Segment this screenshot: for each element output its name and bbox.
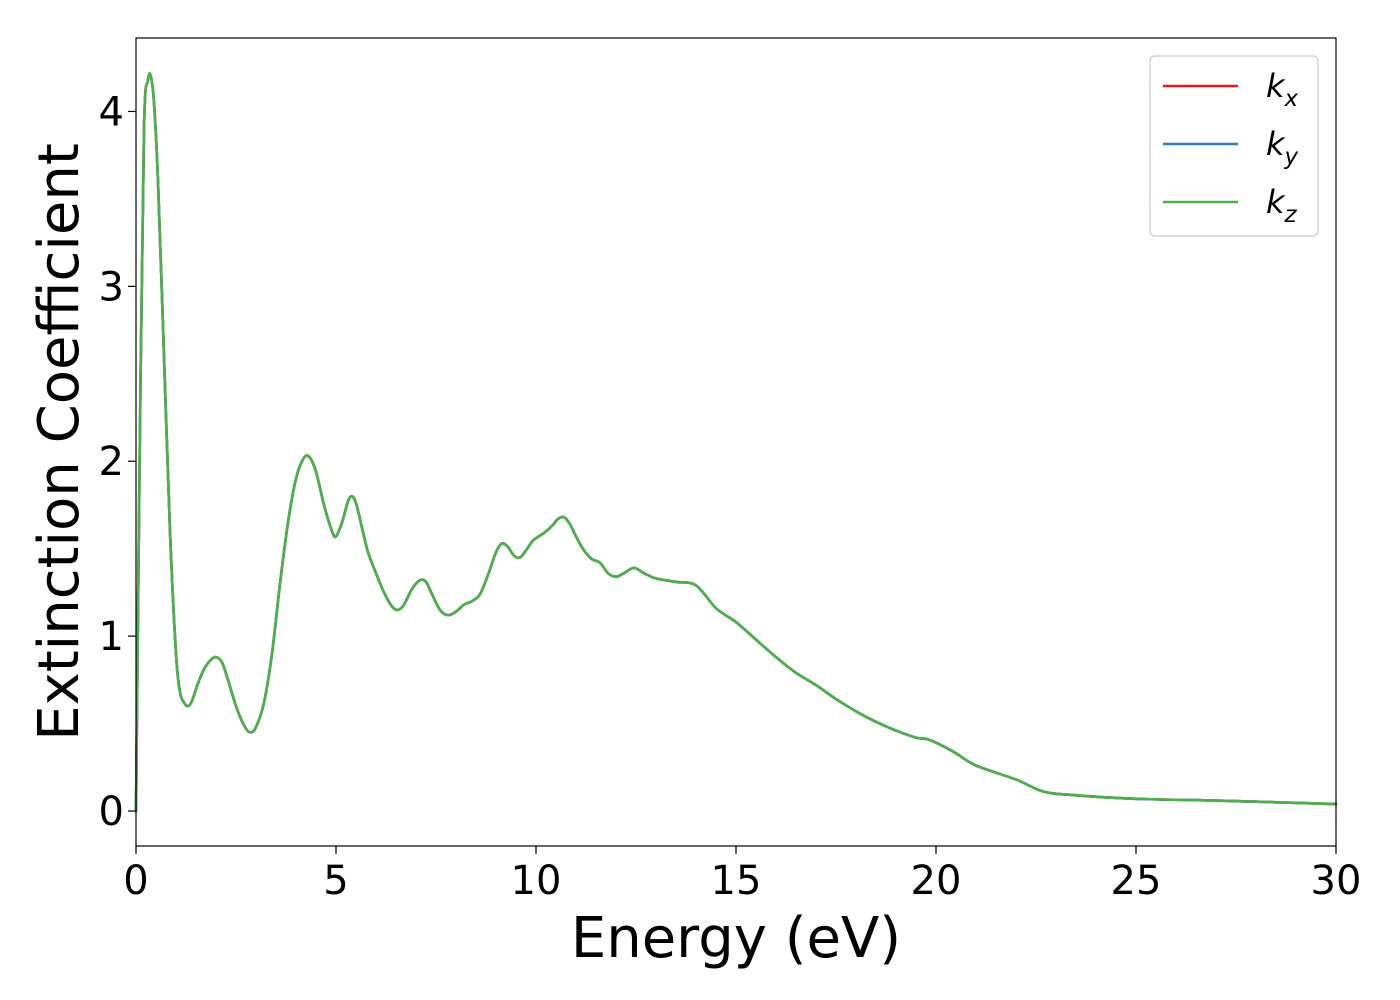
legend-label-x: kx bbox=[1266, 67, 1299, 112]
x-tick-label: 25 bbox=[1111, 858, 1162, 904]
x-tick-label: 15 bbox=[711, 858, 762, 904]
y-axis-label: Extinction Coefficient bbox=[27, 143, 92, 741]
y-tick-label: 2 bbox=[99, 439, 124, 485]
x-tick-label: 0 bbox=[123, 858, 148, 904]
x-axis: 0 5 10 15 20 25 30 bbox=[123, 846, 1361, 904]
legend-box bbox=[1149, 55, 1319, 237]
y-tick-label: 3 bbox=[99, 264, 124, 310]
x-tick-label: 10 bbox=[511, 858, 562, 904]
y-tick-label: 4 bbox=[99, 89, 124, 135]
x-tick-label: 30 bbox=[1311, 858, 1362, 904]
x-tick-label: 20 bbox=[911, 858, 962, 904]
y-axis: 0 1 2 3 4 bbox=[99, 89, 136, 835]
y-tick-label: 1 bbox=[99, 614, 124, 660]
series-line-z bbox=[134, 72, 1338, 813]
x-axis-label: Energy (eV) bbox=[571, 906, 901, 971]
plot-area bbox=[134, 72, 1338, 813]
x-tick-label: 5 bbox=[323, 858, 348, 904]
y-tick-label: 0 bbox=[99, 789, 124, 835]
legend-label-y: ky bbox=[1266, 125, 1299, 170]
